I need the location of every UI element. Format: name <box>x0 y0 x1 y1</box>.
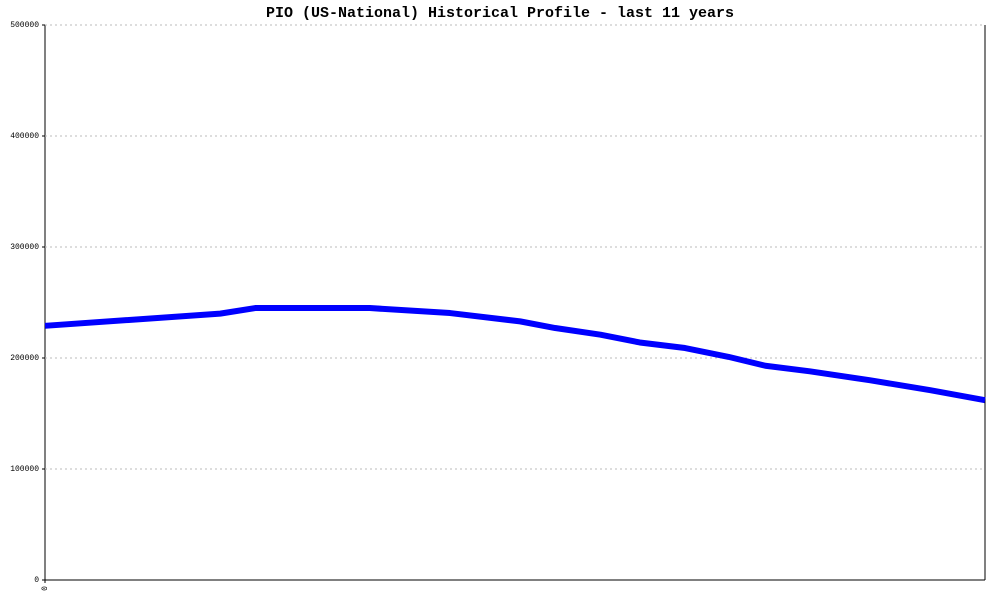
y-tick-label: 500000 <box>10 21 39 30</box>
x-tick-label: 0 <box>41 586 50 591</box>
y-tick-label: 400000 <box>10 132 39 141</box>
y-tick-label: 100000 <box>10 465 39 474</box>
chart-title: PIO (US-National) Historical Profile - l… <box>266 5 734 22</box>
y-tick-label: 200000 <box>10 354 39 363</box>
data-line <box>44 305 986 404</box>
y-tick-label: 0 <box>34 576 39 585</box>
y-tick-label: 300000 <box>10 243 39 252</box>
